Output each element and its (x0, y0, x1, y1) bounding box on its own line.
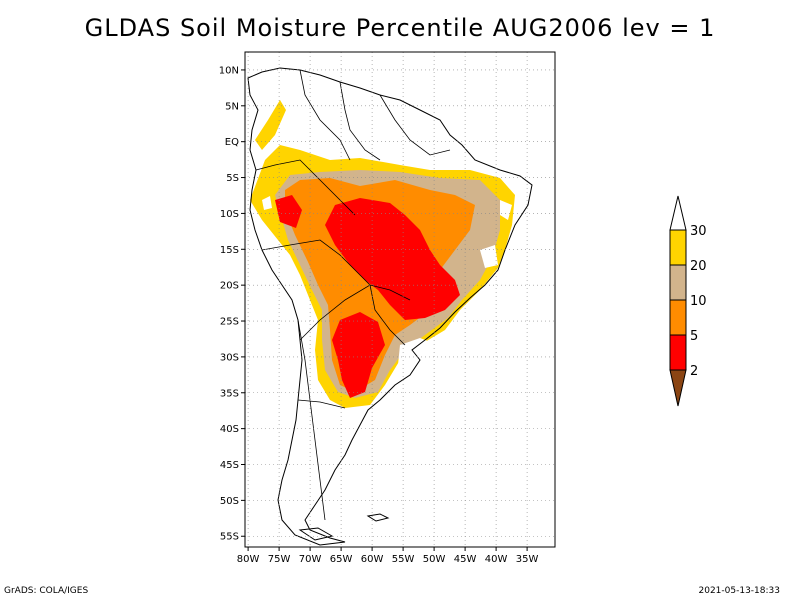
colorbar-seg-5-10 (669, 299, 687, 336)
lat-tick-label: 5N (225, 101, 239, 112)
tierra-del-fuego (298, 527, 334, 541)
frame-border (244, 51, 556, 548)
coastline-layer (247, 67, 533, 546)
country-borders (255, 69, 451, 521)
lon-tick-label: 80W (237, 554, 260, 565)
lon-tick-label: 55W (392, 554, 415, 565)
lat-tick-label: EQ (225, 137, 239, 148)
lon-tick-label: 35W (516, 554, 539, 565)
lon-tick-label: 50W (423, 554, 446, 565)
region-2-5-b (275, 195, 302, 228)
colorbar-label: 20 (690, 259, 707, 274)
lon-tick-label: 75W (268, 554, 291, 565)
lat-tick-label: 5S (226, 173, 239, 184)
colorbar-label: 2 (690, 364, 698, 379)
lat-tick-label: 20S (220, 281, 239, 292)
plot-frame: 10N 5N EQ 5S 10S 15S 20S 25S 30S 35S 40S 45S 50S 55S 8… (219, 51, 556, 565)
lat-tick-label: 50S (220, 496, 239, 507)
lat-tick-label: 55S (220, 532, 239, 543)
lon-tick-label: 40W (485, 554, 508, 565)
colorbar-label: 5 (690, 329, 698, 344)
percentile-fill-layer (250, 100, 515, 408)
colorbar-label: 10 (690, 294, 707, 309)
lon-tick-label: 65W (330, 554, 353, 565)
falkland-islands (366, 513, 390, 522)
footer-timestamp: 2021-05-13-18:33 (698, 586, 781, 596)
lat-tick-label: 25S (220, 317, 239, 328)
colorbar-seg-10-20 (669, 264, 687, 301)
lat-tick-label: 15S (220, 245, 239, 256)
region-2-5-a (325, 198, 460, 320)
footer-credit: GrADS: COLA/IGES (4, 586, 89, 596)
colorbar-top-arrow (669, 195, 687, 231)
colorbar: 30 20 10 5 2 (669, 195, 707, 407)
colorbar-label: 30 (690, 224, 707, 239)
map-title: GLDAS Soil Moisture Percentile AUG2006 l… (84, 14, 716, 42)
lon-tick-label: 45W (454, 554, 477, 565)
colorbar-bottom-arrow (669, 369, 687, 407)
lat-tick-label: 45S (220, 460, 239, 471)
region-20-30-north (255, 100, 286, 150)
colorbar-seg-2-5 (669, 334, 687, 371)
south-america-coastline (247, 67, 533, 546)
lat-tick-label: 30S (220, 352, 239, 363)
colorbar-seg-20-30 (669, 229, 687, 266)
region-above-30-a (480, 245, 498, 268)
region-above-30-c (262, 196, 272, 210)
lat-tick-label: 40S (220, 424, 239, 435)
lon-tick-label: 70W (299, 554, 322, 565)
region-above-30-d (500, 200, 512, 220)
region-2-5-c (332, 312, 385, 398)
lat-tick-label: 35S (220, 388, 239, 399)
lat-tick-label: 10S (220, 209, 239, 220)
lon-tick-label: 60W (361, 554, 384, 565)
lat-tick-label: 10N (219, 65, 239, 76)
